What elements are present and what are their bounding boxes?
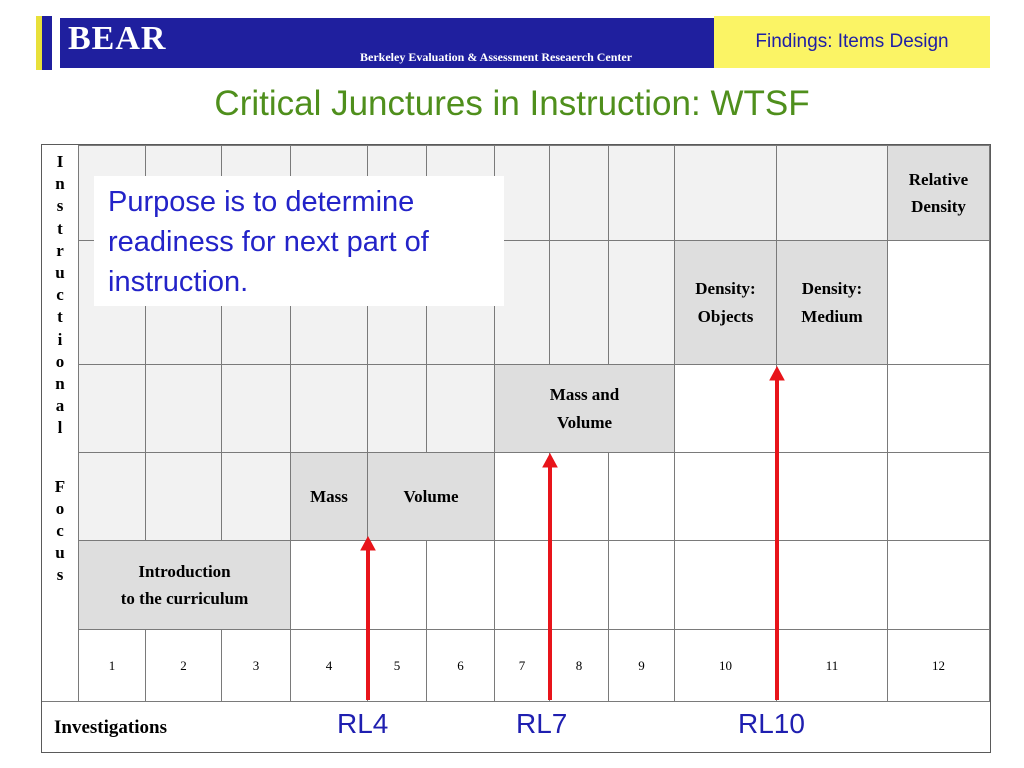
- empty-cell: [549, 452, 609, 541]
- header-logo-panel: [60, 18, 714, 68]
- side-letter: n: [55, 374, 65, 394]
- column-number: 11: [776, 629, 888, 702]
- column-number: 2: [145, 629, 222, 702]
- column-number: 12: [887, 629, 990, 702]
- introduction-label-2: to the curriculum: [120, 589, 249, 608]
- empty-cell: [494, 540, 550, 630]
- side-letter: t: [57, 307, 63, 327]
- side-letter: n: [55, 174, 65, 194]
- volume-cell: Volume: [367, 452, 495, 541]
- purpose-callout: Purpose is to determine readiness for ne…: [94, 176, 504, 306]
- introduction-cell: Introduction to the curriculum: [78, 540, 291, 630]
- side-letter: c: [56, 285, 64, 305]
- side-letter: a: [55, 396, 65, 416]
- mass-and-volume-label-2: Volume: [556, 412, 613, 432]
- side-letter: o: [55, 498, 65, 518]
- empty-cell: [145, 452, 222, 541]
- empty-cell: [221, 452, 291, 541]
- side-letter: I: [56, 152, 64, 171]
- side-letter: i: [57, 329, 63, 349]
- empty-cell: [674, 145, 777, 241]
- side-letter: r: [56, 240, 64, 260]
- org-name: Berkeley Evaluation & Assessment Reseaer…: [360, 50, 633, 64]
- empty-cell: [549, 540, 609, 630]
- density-medium-label: Density:: [801, 279, 863, 299]
- introduction-label: Introduction: [138, 561, 231, 581]
- density-medium-label-2: Medium: [801, 306, 863, 326]
- rl10-marker: RL10: [738, 708, 805, 739]
- investigations-row: [42, 701, 990, 752]
- empty-cell: [887, 452, 990, 541]
- empty-cell: [887, 240, 990, 365]
- side-letter: t: [57, 218, 63, 238]
- empty-cell: [608, 540, 675, 630]
- side-letter: s: [56, 196, 64, 216]
- empty-cell: [549, 240, 609, 365]
- empty-cell: [776, 145, 888, 241]
- column-number: 8: [549, 629, 609, 702]
- relative-density-cell: Relative Density: [887, 145, 990, 241]
- mass-and-volume-cell: Mass and Volume: [494, 364, 675, 453]
- side-letter: F: [54, 476, 66, 496]
- empty-cell: [887, 364, 990, 453]
- volume-label: Volume: [403, 486, 459, 506]
- density-objects-label: Density:: [695, 279, 756, 299]
- rl4-marker: RL4: [337, 708, 389, 739]
- rl7-marker: RL7: [516, 708, 568, 739]
- side-letter: o: [55, 351, 65, 371]
- rl10-arrow-head: [769, 365, 785, 381]
- side-letter: s: [56, 565, 64, 585]
- slide-title: Critical Junctures in Instruction: WTSF: [214, 84, 810, 123]
- mass-cell: Mass: [290, 452, 368, 541]
- side-letter: l: [57, 418, 63, 438]
- rl7-arrow-head: [542, 452, 558, 468]
- relative-density-label-2: Density: [911, 197, 966, 216]
- investigations-label: Investigations: [54, 717, 167, 738]
- instructional-focus-label: I n s t r u c t i o n a l F o c u s: [42, 145, 78, 701]
- density-objects-cell: Density: Objects: [674, 240, 777, 365]
- density-objects-label-2: Objects: [697, 306, 754, 326]
- side-letter: u: [55, 263, 65, 283]
- mass-and-volume-label: Mass and: [549, 385, 620, 405]
- empty-cell: [426, 540, 495, 630]
- side-letter: u: [55, 543, 65, 563]
- rl4-arrow-head: [360, 535, 376, 551]
- section-label: Findings: Items Design: [714, 16, 990, 68]
- column-number: 3: [221, 629, 291, 702]
- bear-logo: BEAR: [68, 20, 167, 57]
- header-accent-stripe: [36, 16, 42, 70]
- relative-density-label: Relative: [908, 169, 969, 189]
- empty-cell: [887, 540, 990, 630]
- empty-cell: [608, 452, 675, 541]
- empty-cell: [674, 540, 777, 630]
- empty-cell: [290, 540, 368, 630]
- side-letter: c: [56, 521, 64, 541]
- column-number: 1: [78, 629, 146, 702]
- mass-label: Mass: [310, 486, 348, 506]
